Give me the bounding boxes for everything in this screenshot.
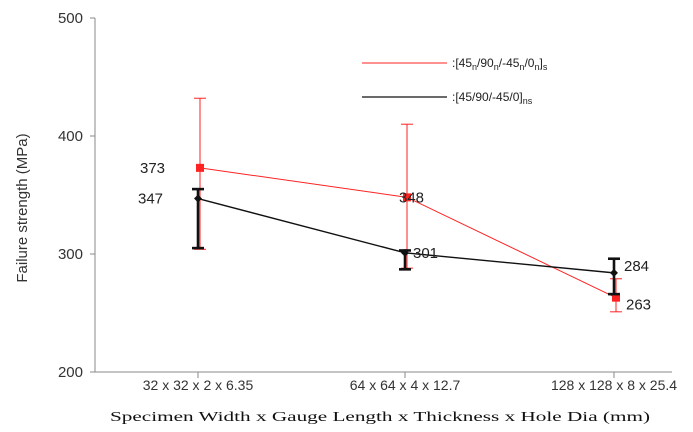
series-1-marker-1: [196, 163, 204, 172]
y-tick-label-200: 200: [58, 364, 83, 381]
x-axis-label: Specimen Width x Gauge Length x Thicknes…: [110, 410, 651, 425]
series-1-data-label-2: 348: [399, 189, 424, 206]
y-tick-label-500: 500: [58, 10, 83, 27]
legend-label-series-1: :[45n/90n/-45n/0n]s: [452, 56, 548, 72]
series-2-data-label-3: 284: [624, 258, 649, 275]
series-2-marker-1: [194, 194, 202, 203]
legend: :[45n/90n/-45n/0n]s :[45/90/-45/0]ns: [362, 56, 548, 106]
y-tick-label-400: 400: [58, 128, 83, 145]
x-tick-label-1: 32 x 32 x 2 x 6.35: [143, 377, 254, 393]
series-2-marker-3: [610, 268, 618, 277]
series-1-marker-3: [612, 293, 620, 302]
series-1-data-label-1: 373: [140, 160, 165, 177]
series-2-data-label-1: 347: [138, 191, 163, 208]
axis-ticks: 200 300 400 500 32 x 32 x 2 x 6.35 64 x 64 x …: [58, 10, 677, 393]
series-2-data-label-2: 301: [413, 245, 438, 262]
x-tick-label-3: 128 x 128 x 8 x 25.4: [551, 377, 677, 393]
y-tick-label-300: 300: [58, 246, 83, 263]
x-tick-label-2: 64 x 64 x 4 x 12.7: [350, 377, 461, 393]
plot-area: 373 348 263 347 301 284: [138, 97, 651, 314]
y-axis-label: Failure strength (MPa): [14, 133, 31, 282]
series-2-marker-2: [401, 248, 409, 257]
legend-label-series-2: :[45/90/-45/0]ns: [452, 90, 533, 106]
series-1-data-label-3: 263: [626, 297, 651, 314]
series-1-line: [199, 167, 617, 299]
series-1-marker-2: [403, 193, 411, 202]
